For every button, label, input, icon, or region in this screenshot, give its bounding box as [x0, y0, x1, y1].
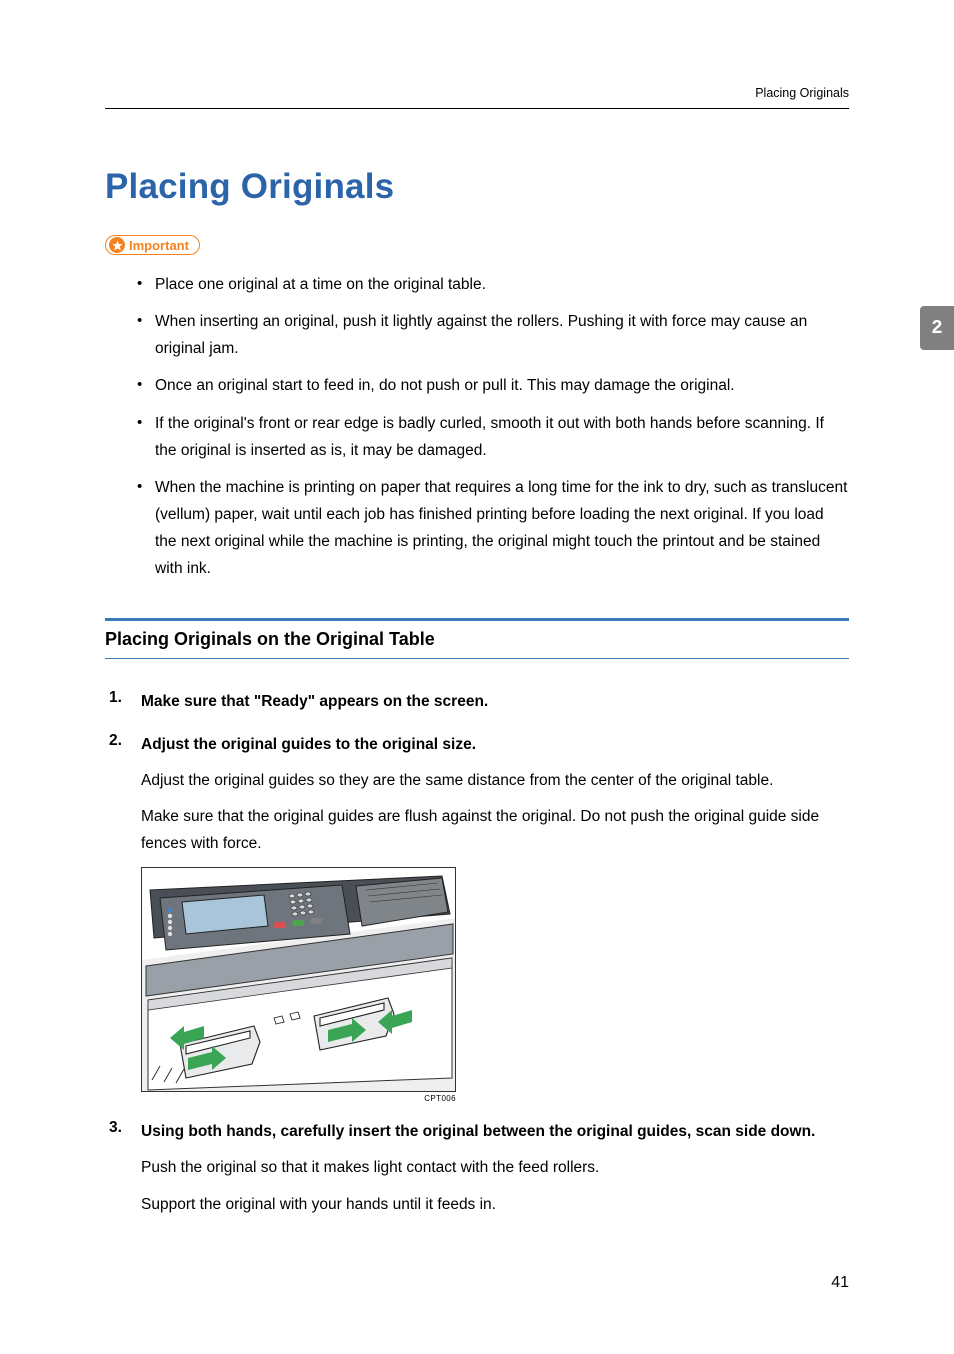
- figure-illustration: [141, 867, 456, 1092]
- step-title: Using both hands, carefully insert the o…: [141, 1119, 849, 1145]
- page-header: Placing Originals: [105, 84, 849, 109]
- step-title: Adjust the original guides to the origin…: [141, 732, 849, 758]
- figure-wrap: CPT006: [141, 867, 849, 1103]
- page-number: 41: [831, 1274, 849, 1292]
- figure-caption: CPT006: [141, 1092, 456, 1103]
- page-title: Placing Originals: [105, 167, 849, 207]
- section-rule: [105, 618, 849, 621]
- list-item: Once an original start to feed in, do no…: [137, 372, 849, 399]
- step-title: Make sure that "Ready" appears on the sc…: [141, 689, 849, 715]
- star-icon: [109, 237, 125, 253]
- step-paragraph: Push the original so that it makes light…: [141, 1155, 849, 1181]
- step-item: Make sure that "Ready" appears on the sc…: [105, 689, 849, 715]
- step-paragraph: Make sure that the original guides are f…: [141, 804, 849, 857]
- step-item: Using both hands, carefully insert the o…: [105, 1119, 849, 1218]
- list-item: Place one original at a time on the orig…: [137, 271, 849, 298]
- important-badge: Important: [105, 235, 200, 255]
- important-bullet-list: Place one original at a time on the orig…: [105, 271, 849, 582]
- step-item: Adjust the original guides to the origin…: [105, 732, 849, 1103]
- steps-list: Make sure that "Ready" appears on the sc…: [105, 689, 849, 1218]
- important-label: Important: [129, 238, 189, 253]
- step-paragraph: Support the original with your hands unt…: [141, 1192, 849, 1218]
- list-item: If the original's front or rear edge is …: [137, 410, 849, 464]
- step-paragraph: Adjust the original guides so they are t…: [141, 768, 849, 794]
- section-heading: Placing Originals on the Original Table: [105, 629, 849, 659]
- list-item: When the machine is printing on paper th…: [137, 474, 849, 583]
- list-item: When inserting an original, push it ligh…: [137, 308, 849, 362]
- running-head: Placing Originals: [755, 86, 849, 100]
